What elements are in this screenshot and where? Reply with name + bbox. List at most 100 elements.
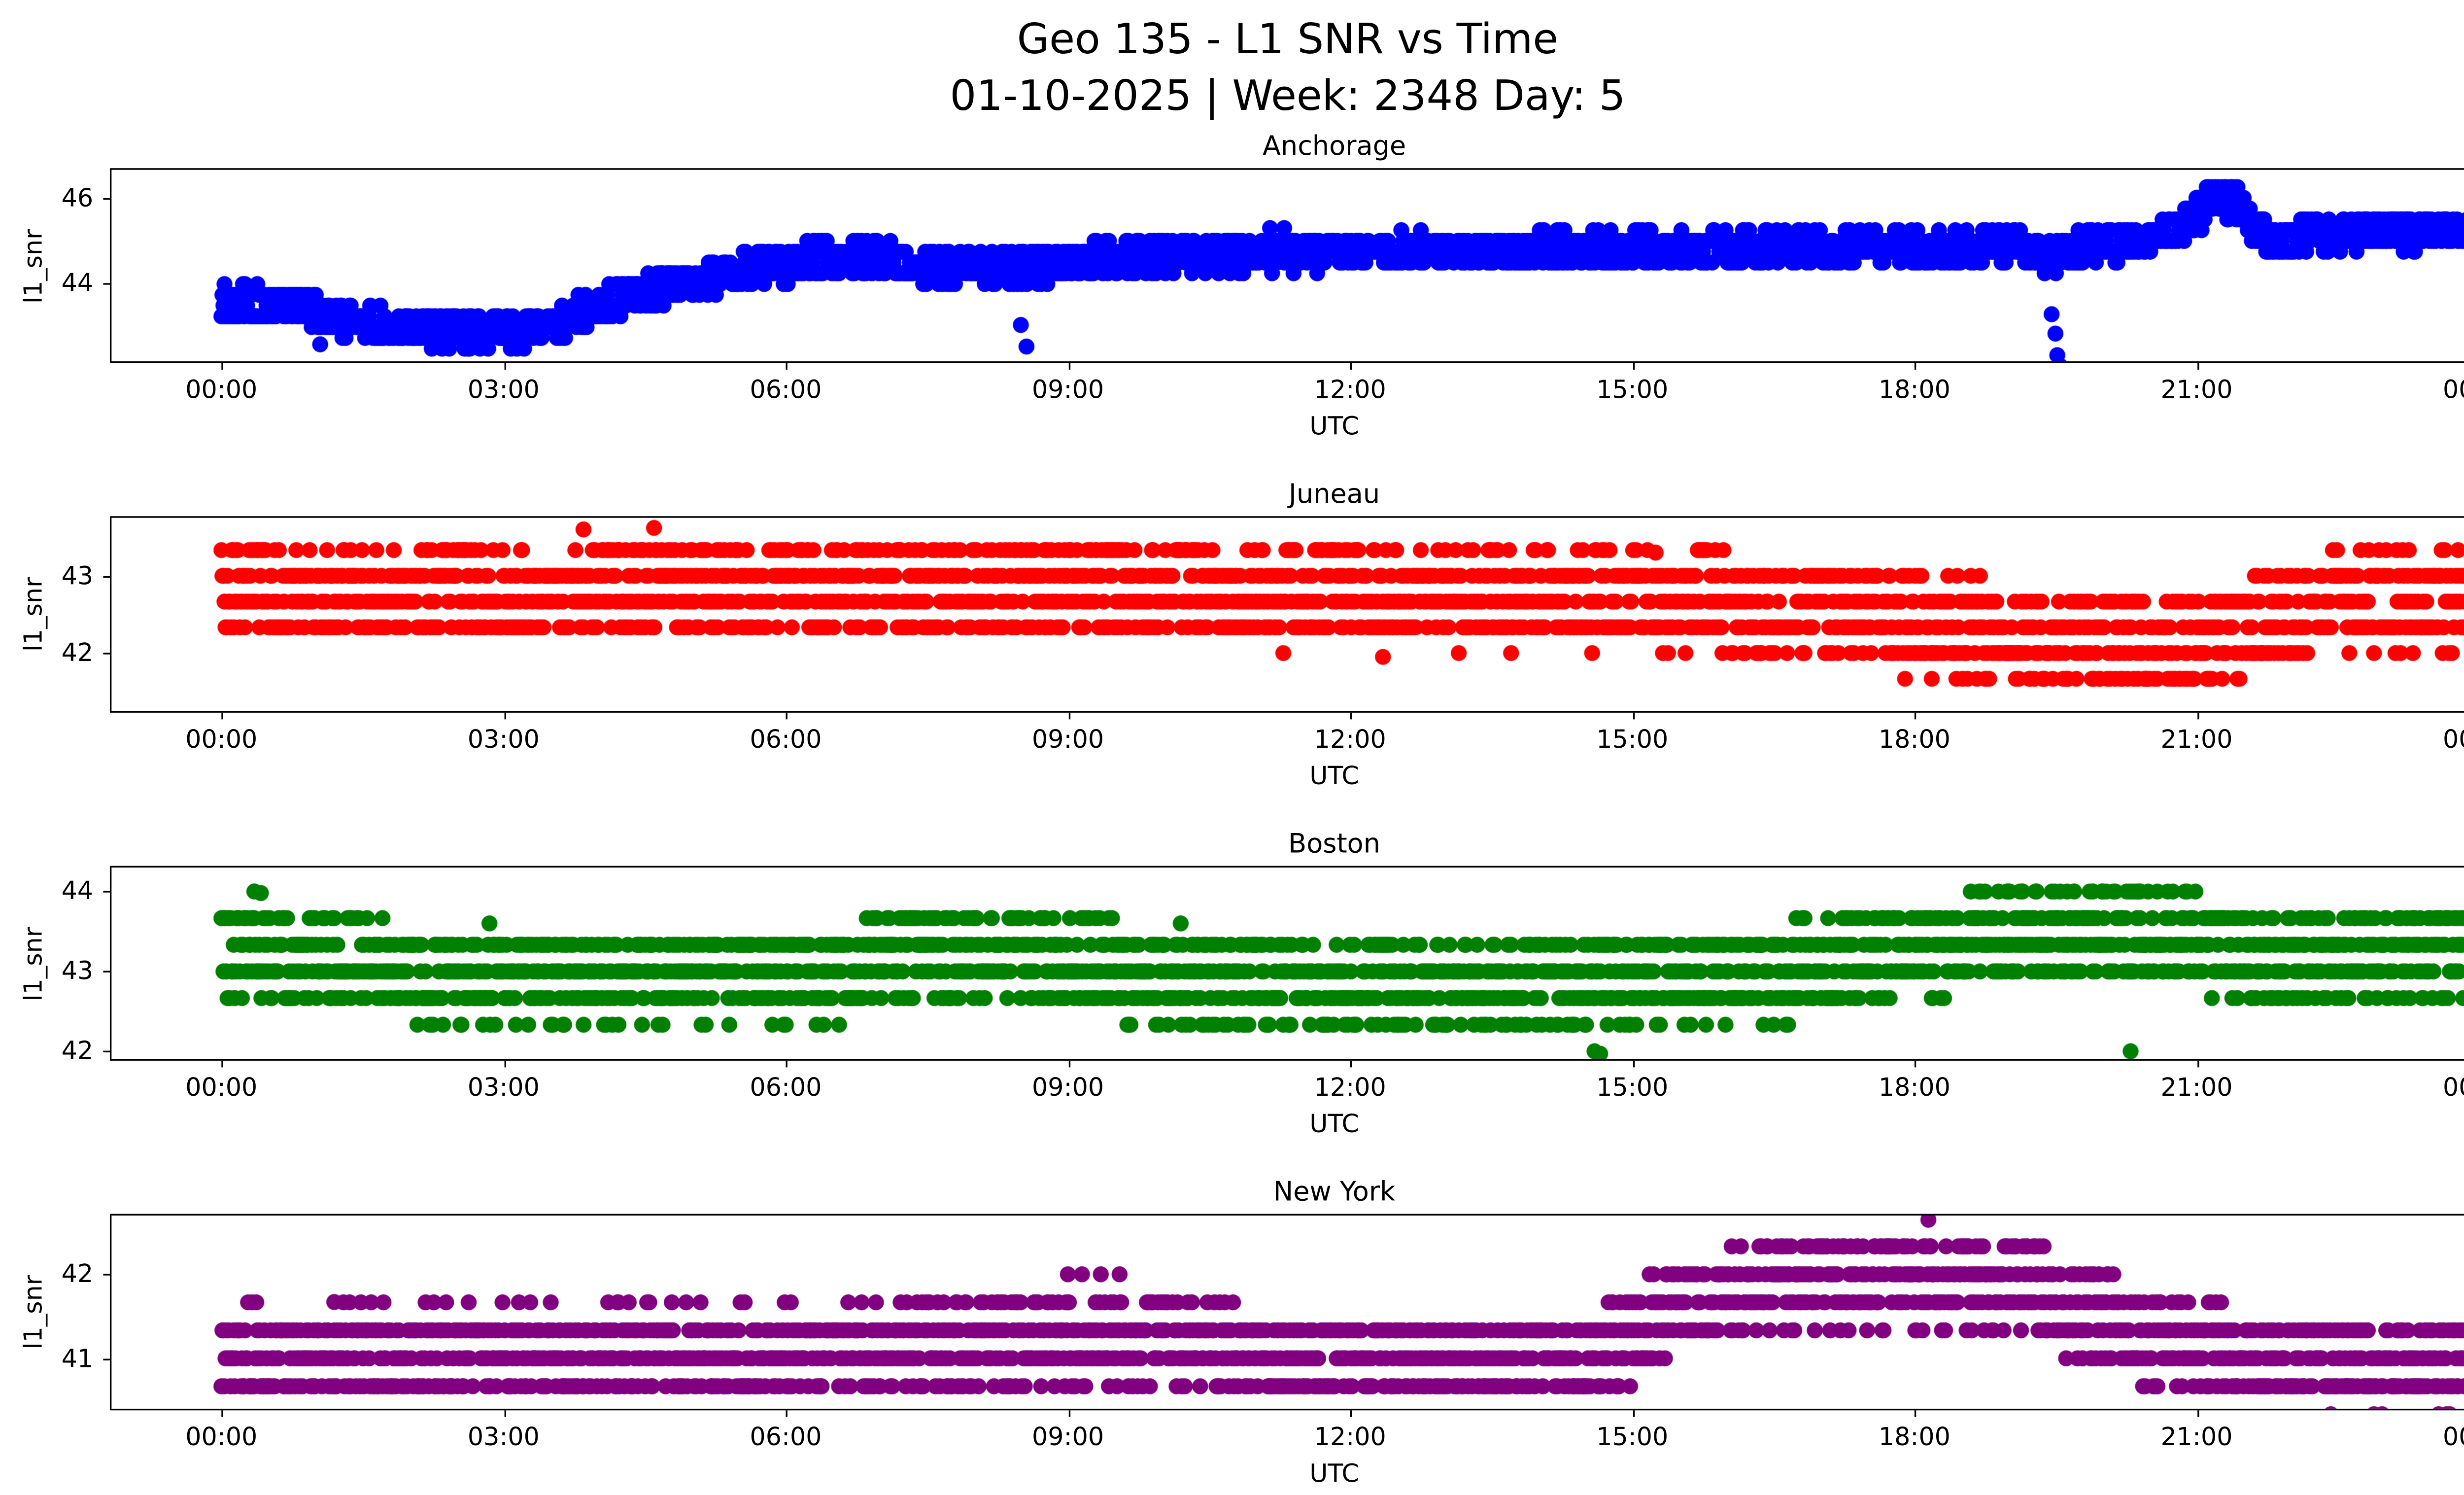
x-tick-label: 00:00	[185, 724, 258, 755]
x-tick-mark	[503, 1410, 506, 1417]
x-tick-mark	[786, 712, 787, 720]
x-tick-label: 18:00	[1878, 1072, 1951, 1103]
x-tick-mark	[786, 363, 787, 370]
x-tick-mark	[1068, 1410, 1070, 1417]
plot-title: Juneau	[1289, 478, 1380, 510]
x-tick-label: 03:00	[467, 1072, 540, 1103]
x-tick-mark	[1914, 1410, 1916, 1417]
plot-title: Anchorage	[1262, 130, 1406, 162]
x-tick-mark	[1350, 712, 1352, 720]
plot-title: New York	[1273, 1175, 1396, 1208]
x-tick-label: 21:00	[2160, 1422, 2233, 1452]
x-tick-label: 15:00	[1596, 1072, 1669, 1103]
y-axis-label: l1_snr	[18, 1275, 48, 1350]
x-tick-label: 12:00	[1314, 375, 1386, 405]
x-tick-label: 00:00	[2443, 375, 2464, 405]
plot-area	[109, 168, 2464, 363]
x-axis-label: UTC	[1309, 411, 1359, 442]
x-tick-label: 03:00	[467, 724, 540, 755]
x-tick-mark	[1350, 1060, 1352, 1068]
x-tick-label: 00:00	[185, 375, 258, 405]
x-tick-mark	[2196, 1060, 2198, 1068]
x-axis-label: UTC	[1309, 1459, 1359, 1489]
x-tick-mark	[503, 363, 506, 370]
x-axis-label: UTC	[1309, 761, 1359, 791]
y-axis-label: l1_snr	[18, 926, 48, 1001]
x-tick-mark	[786, 1410, 787, 1417]
x-tick-label: 12:00	[1314, 724, 1386, 755]
x-tick-label: 06:00	[750, 1072, 822, 1103]
y-tick-label: 41	[61, 1343, 94, 1374]
x-tick-mark	[221, 1410, 223, 1417]
x-tick-mark	[2196, 363, 2198, 370]
plot-area	[109, 866, 2464, 1061]
x-tick-label: 21:00	[2160, 724, 2233, 755]
x-tick-mark	[1068, 1060, 1070, 1068]
x-tick-label: 21:00	[2160, 1072, 2233, 1103]
y-tick-mark	[103, 283, 110, 286]
x-tick-label: 15:00	[1596, 1422, 1669, 1452]
y-tick-label: 43	[61, 956, 94, 986]
x-tick-mark	[786, 1060, 787, 1068]
x-tick-mark	[1350, 363, 1352, 370]
figure-title: Geo 135 - L1 SNR vs Time	[1017, 15, 1559, 64]
x-tick-mark	[1632, 363, 1634, 370]
y-tick-mark	[103, 653, 110, 655]
x-tick-label: 00:00	[185, 1072, 258, 1103]
y-tick-label: 43	[61, 560, 94, 591]
x-tick-label: 18:00	[1878, 724, 1951, 755]
x-tick-label: 12:00	[1314, 1072, 1386, 1103]
y-tick-mark	[103, 198, 110, 200]
y-tick-label: 44	[61, 269, 94, 299]
y-tick-mark	[103, 576, 110, 578]
scatter-canvas-boston	[111, 868, 2464, 1059]
y-tick-mark	[103, 971, 110, 973]
x-tick-label: 09:00	[1032, 375, 1104, 405]
y-tick-label: 44	[61, 876, 94, 906]
y-tick-label: 42	[61, 638, 94, 668]
x-tick-label: 06:00	[750, 1422, 822, 1452]
x-tick-label: 03:00	[467, 375, 540, 405]
y-tick-mark	[103, 1358, 110, 1360]
x-tick-label: 03:00	[467, 1422, 540, 1452]
x-tick-mark	[1632, 712, 1634, 720]
x-tick-mark	[221, 712, 223, 720]
y-tick-label: 42	[61, 1259, 94, 1289]
y-tick-label: 42	[61, 1036, 94, 1066]
x-tick-label: 21:00	[2160, 375, 2233, 405]
y-tick-mark	[103, 1051, 110, 1053]
x-tick-label: 09:00	[1032, 1422, 1104, 1452]
y-tick-mark	[103, 1274, 110, 1276]
x-tick-mark	[221, 1060, 223, 1068]
x-tick-label: 09:00	[1032, 1072, 1104, 1103]
x-tick-label: 06:00	[750, 375, 822, 405]
x-tick-mark	[1068, 712, 1070, 720]
scatter-canvas-juneau	[111, 518, 2464, 711]
x-tick-label: 18:00	[1878, 375, 1951, 405]
x-tick-label: 00:00	[2443, 724, 2464, 755]
x-tick-mark	[503, 1060, 506, 1068]
x-tick-label: 18:00	[1878, 1422, 1951, 1452]
x-tick-mark	[2196, 712, 2198, 720]
x-tick-mark	[503, 712, 506, 720]
x-tick-mark	[221, 363, 223, 370]
x-tick-label: 09:00	[1032, 724, 1104, 755]
x-tick-mark	[1914, 712, 1916, 720]
x-tick-mark	[2196, 1410, 2198, 1417]
y-tick-mark	[103, 891, 110, 893]
x-tick-mark	[1914, 1060, 1916, 1068]
plot-title: Boston	[1288, 827, 1381, 860]
x-tick-mark	[1632, 1410, 1634, 1417]
x-tick-label: 15:00	[1596, 375, 1669, 405]
scatter-canvas-new-york	[111, 1216, 2464, 1409]
x-tick-label: 00:00	[185, 1422, 258, 1452]
plot-area	[109, 516, 2464, 713]
x-tick-mark	[1632, 1060, 1634, 1068]
figure-subtitle: 01-10-2025 | Week: 2348 Day: 5	[950, 71, 1626, 120]
y-axis-label: l1_snr	[18, 228, 48, 303]
x-tick-mark	[1350, 1410, 1352, 1417]
